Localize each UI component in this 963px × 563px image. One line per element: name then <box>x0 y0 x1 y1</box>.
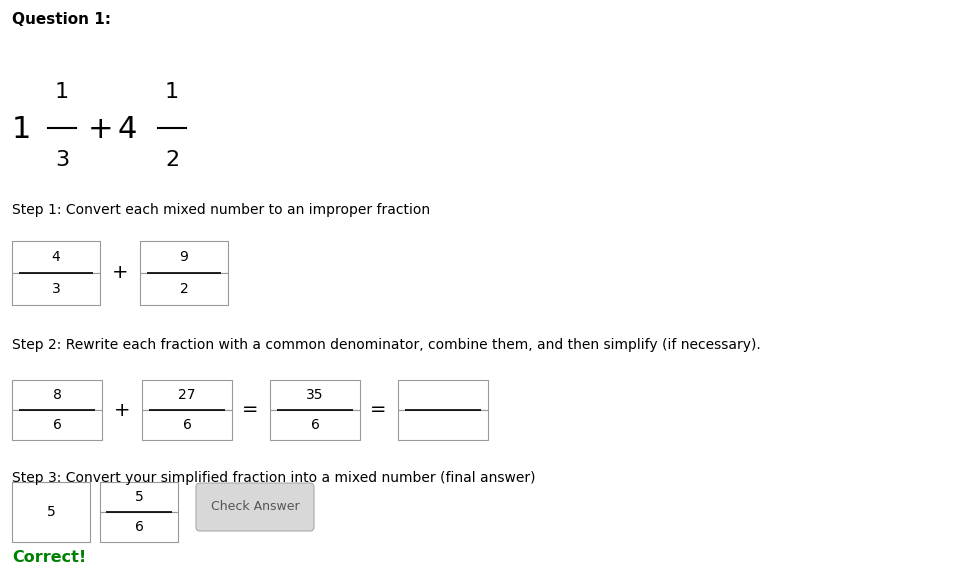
Text: 2: 2 <box>165 150 179 170</box>
Text: 27: 27 <box>178 388 195 402</box>
Text: 3: 3 <box>52 282 61 296</box>
Text: =: = <box>242 400 258 419</box>
Text: 1: 1 <box>12 115 32 145</box>
Text: 5: 5 <box>135 490 143 504</box>
FancyBboxPatch shape <box>142 410 232 440</box>
Text: 6: 6 <box>183 418 192 432</box>
Text: 2: 2 <box>180 282 189 296</box>
Text: +: + <box>112 263 128 283</box>
FancyBboxPatch shape <box>12 273 100 305</box>
FancyBboxPatch shape <box>12 241 100 273</box>
FancyBboxPatch shape <box>398 410 488 440</box>
FancyBboxPatch shape <box>140 273 228 305</box>
Text: Question 1:: Question 1: <box>12 12 111 27</box>
Text: Step 3: Convert your simplified fraction into a mixed number (final answer): Step 3: Convert your simplified fraction… <box>12 471 535 485</box>
Text: 4: 4 <box>52 250 61 264</box>
Text: 8: 8 <box>53 388 62 402</box>
Text: 5: 5 <box>46 505 56 519</box>
FancyBboxPatch shape <box>142 380 232 410</box>
FancyBboxPatch shape <box>12 410 102 440</box>
FancyBboxPatch shape <box>398 380 488 410</box>
FancyBboxPatch shape <box>270 380 360 410</box>
Text: +: + <box>114 400 130 419</box>
FancyBboxPatch shape <box>270 410 360 440</box>
Text: 35: 35 <box>306 388 324 402</box>
Text: 4: 4 <box>118 115 138 145</box>
Text: 3: 3 <box>55 150 69 170</box>
Text: 6: 6 <box>53 418 62 432</box>
Text: Check Answer: Check Answer <box>211 501 299 513</box>
FancyBboxPatch shape <box>100 512 178 542</box>
FancyBboxPatch shape <box>12 380 102 410</box>
Text: Correct!: Correct! <box>12 550 87 563</box>
FancyBboxPatch shape <box>12 482 90 542</box>
Text: 6: 6 <box>310 418 320 432</box>
Text: +: + <box>88 115 114 145</box>
Text: Step 2: Rewrite each fraction with a common denominator, combine them, and then : Step 2: Rewrite each fraction with a com… <box>12 338 761 352</box>
Text: =: = <box>370 400 386 419</box>
Text: 1: 1 <box>165 82 179 102</box>
FancyBboxPatch shape <box>196 483 314 531</box>
Text: 6: 6 <box>135 520 143 534</box>
Text: Step 1: Convert each mixed number to an improper fraction: Step 1: Convert each mixed number to an … <box>12 203 430 217</box>
FancyBboxPatch shape <box>140 241 228 273</box>
Text: 9: 9 <box>179 250 189 264</box>
Text: 1: 1 <box>55 82 69 102</box>
FancyBboxPatch shape <box>100 482 178 512</box>
